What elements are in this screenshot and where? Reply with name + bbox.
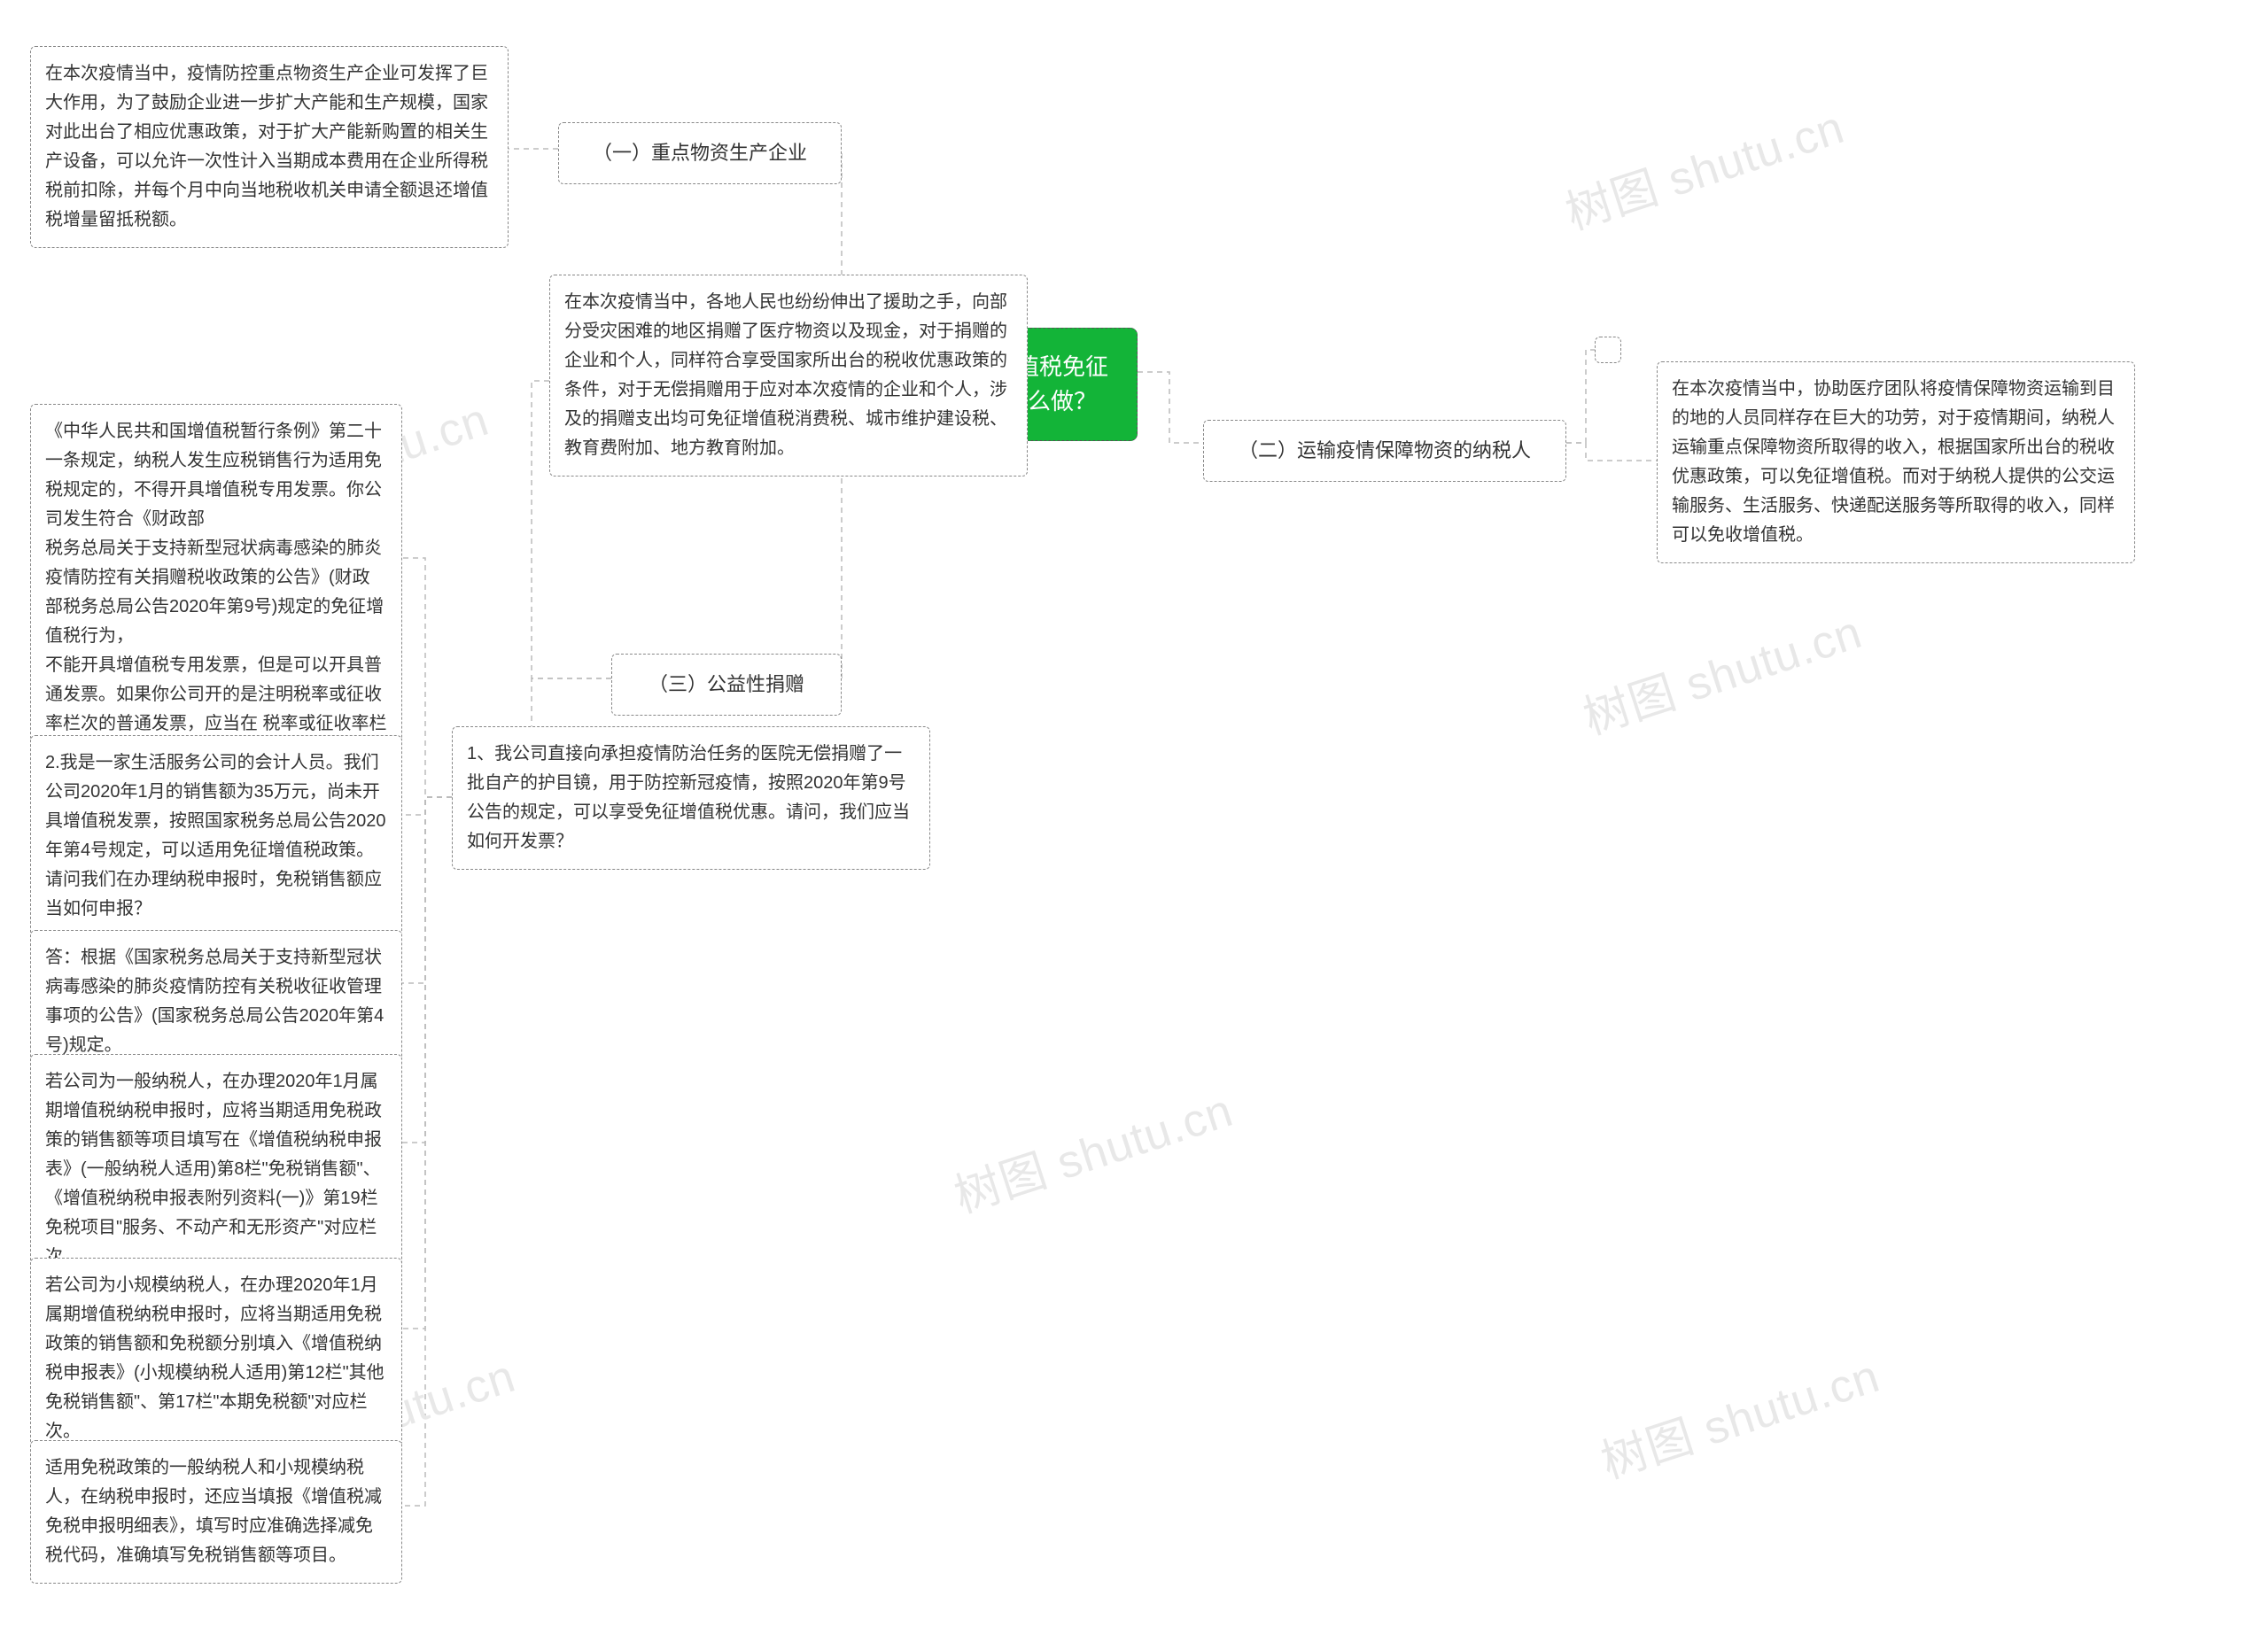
leaf-q1[interactable]: 1、我公司直接向承担疫情防治任务的医院无偿捐赠了一批自产的护目镜，用于防控新冠疫… <box>452 726 930 870</box>
watermark: 树图 shutu.cn <box>944 1073 1239 1225</box>
branch-3[interactable]: （三）公益性捐赠 <box>611 654 842 716</box>
leaf-b3-intro[interactable]: 在本次疫情当中，各地人民也纷纷伸出了援助之手，向部分受灾困难的地区捐赠了医疗物资… <box>549 275 1028 477</box>
leaf-q2[interactable]: 2.我是一家生活服务公司的会计人员。我们公司2020年1月的销售额为35万元，尚… <box>30 735 402 937</box>
leaf-a2[interactable]: 答：根据《国家税务总局关于支持新型冠状病毒感染的肺炎疫情防控有关税收征收管理事项… <box>30 930 402 1073</box>
branch-2[interactable]: （二）运输疫情保障物资的纳税人 <box>1203 420 1566 482</box>
watermark: 树图 shutu.cn <box>1556 89 1851 242</box>
watermark: 树图 shutu.cn <box>1573 594 1868 747</box>
leaf-b1-desc[interactable]: 在本次疫情当中，疫情防控重点物资生产企业可发挥了巨大作用，为了鼓励企业进一步扩大… <box>30 46 509 248</box>
leaf-b2-desc[interactable]: 在本次疫情当中，协助医疗团队将疫情保障物资运输到目的地的人员同样存在巨大的功劳，… <box>1657 361 2135 563</box>
leaf-p-general[interactable]: 若公司为一般纳税人，在办理2020年1月属期增值税纳税申报时，应将当期适用免税政… <box>30 1054 402 1285</box>
watermark: 树图 shutu.cn <box>1591 1338 1886 1491</box>
leaf-a1-p1[interactable]: 《中华人民共和国增值税暂行条例》第二十一条规定，纳税人发生应税销售行为适用免税规… <box>30 404 402 781</box>
leaf-p-both[interactable]: 适用免税政策的一般纳税人和小规模纳税人，在纳税申报时，还应当填报《增值税减免税申… <box>30 1440 402 1584</box>
leaf-p-small[interactable]: 若公司为小规模纳税人，在办理2020年1月属期增值税纳税申报时，应将当期适用免税… <box>30 1258 402 1460</box>
branch-1[interactable]: （一）重点物资生产企业 <box>558 122 842 184</box>
leaf-b2-tiny[interactable] <box>1595 337 1621 363</box>
